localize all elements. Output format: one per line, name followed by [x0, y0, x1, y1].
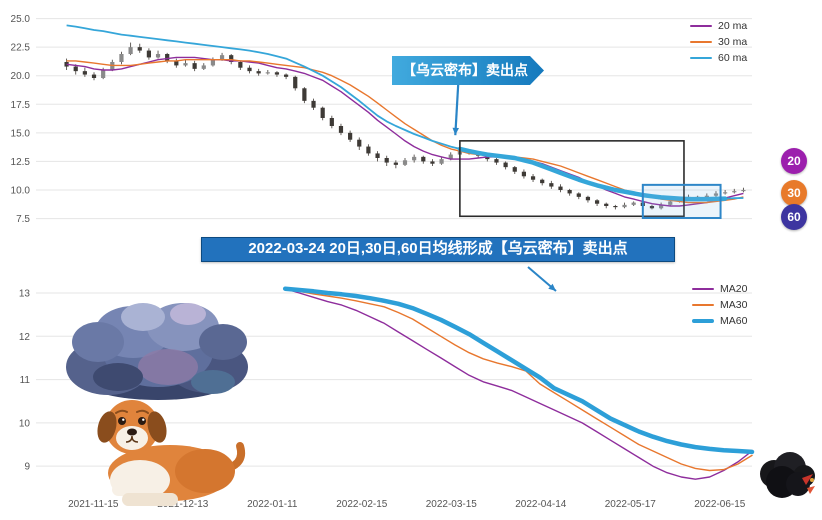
legend-line-swatch: [690, 57, 712, 59]
svg-text:2022-01-11: 2022-01-11: [247, 499, 298, 510]
legend-line-swatch: [692, 319, 714, 323]
top-price-chart: 7.5 10.0 12.5 15.0 17.5 20.0 22.5 25.0: [11, 14, 752, 225]
svg-text:2022-04-14: 2022-04-14: [515, 499, 567, 510]
svg-text:17.5: 17.5: [11, 100, 31, 111]
svg-text:7.5: 7.5: [16, 214, 30, 225]
svg-text:2022-05-17: 2022-05-17: [605, 499, 657, 510]
svg-text:25.0: 25.0: [11, 14, 31, 25]
bottom-ma-lines-layer: [282, 286, 755, 480]
banner-arrow: [527, 266, 557, 292]
legend-label: 20 ma: [718, 20, 748, 32]
sell-region-box: [459, 140, 685, 218]
bottom-chart-legend: MA20 MA30 MA60: [692, 283, 747, 331]
legend-line-swatch: [690, 25, 712, 27]
legend-line-swatch: [690, 41, 712, 43]
legend-label: MA20: [720, 283, 748, 295]
svg-text:15.0: 15.0: [11, 128, 31, 139]
dark-cloud-illustration: [760, 452, 815, 498]
sell-signal-callout: 【乌云密布】卖出点: [392, 56, 544, 85]
legend-item: 20 ma: [690, 20, 747, 32]
svg-text:20.0: 20.0: [11, 71, 31, 82]
date-axis-labels: 2021-11-15 2021-12-13 2022-01-11 2022-02-15…: [68, 499, 746, 510]
legend-item: MA30: [692, 299, 747, 311]
svg-text:9: 9: [24, 462, 30, 473]
top-chart-legend: 20 ma 30 ma 60 ma: [690, 20, 747, 68]
svg-text:2021-12-13: 2021-12-13: [157, 499, 209, 510]
svg-text:2022-06-15: 2022-06-15: [694, 499, 746, 510]
svg-text:22.5: 22.5: [11, 43, 31, 54]
ma-badge-60: 60: [781, 204, 807, 230]
legend-label: MA60: [720, 315, 748, 327]
zoom-region-box: [641, 183, 722, 220]
legend-label: 30 ma: [718, 36, 748, 48]
svg-text:12.5: 12.5: [11, 157, 31, 168]
ma-badge-20: 20: [781, 148, 807, 174]
legend-item: MA20: [692, 283, 747, 295]
svg-text:11: 11: [20, 375, 31, 386]
dog-illustration: [97, 400, 245, 506]
signal-banner: 2022-03-24 20日,30日,60日均线形成【乌云密布】卖出点: [201, 237, 675, 262]
legend-line-swatch: [692, 288, 714, 290]
svg-text:12: 12: [19, 332, 31, 343]
storm-cloud-illustration: [66, 303, 248, 400]
ma-lines-layer: [66, 24, 744, 207]
legend-item: MA60: [692, 315, 747, 327]
legend-line-swatch: [692, 304, 714, 306]
svg-text:13: 13: [19, 288, 31, 299]
svg-text:2021-11-15: 2021-11-15: [68, 499, 119, 510]
legend-label: MA30: [720, 299, 748, 311]
svg-text:10: 10: [19, 418, 31, 429]
ma-badge-30: 30: [781, 180, 807, 206]
svg-text:10.0: 10.0: [11, 186, 31, 197]
top-annotations: [452, 82, 722, 220]
legend-item: 60 ma: [690, 52, 747, 64]
legend-item: 30 ma: [690, 36, 747, 48]
svg-text:2022-03-15: 2022-03-15: [426, 499, 478, 510]
candles-layer: [64, 42, 746, 210]
svg-text:2022-02-15: 2022-02-15: [336, 499, 388, 510]
legend-label: 60 ma: [718, 52, 748, 64]
